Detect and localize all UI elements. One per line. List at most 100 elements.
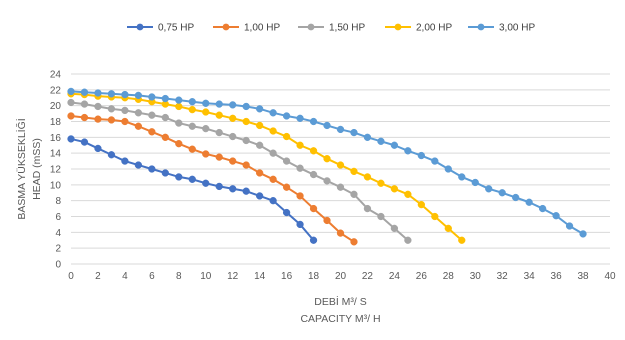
legend-item: 2,00 HP <box>385 23 452 34</box>
data-point <box>471 178 479 187</box>
data-point <box>134 91 143 100</box>
data-point <box>94 89 102 97</box>
x-tick-label: 34 <box>524 271 536 282</box>
data-point <box>282 157 291 165</box>
series-line <box>70 92 463 242</box>
data-point <box>363 133 372 141</box>
legend-marker <box>307 23 315 31</box>
data-point <box>309 236 318 244</box>
x-tick-label: 18 <box>308 271 320 282</box>
data-point <box>269 197 277 205</box>
data-point <box>229 114 237 122</box>
data-point <box>498 189 506 197</box>
data-point <box>336 183 345 191</box>
data-point <box>444 224 452 233</box>
y-tick-label: 8 <box>55 196 61 207</box>
y-tick-label: 20 <box>50 101 62 112</box>
data-point <box>404 236 412 244</box>
x-tick-label: 6 <box>149 271 155 282</box>
data-point <box>296 192 304 200</box>
data-point <box>377 137 385 145</box>
data-point <box>188 98 196 106</box>
x-tick-label: 20 <box>335 271 347 282</box>
data-point <box>121 106 129 115</box>
data-point <box>67 112 75 120</box>
data-point <box>538 204 547 213</box>
y-tick-label: 24 <box>50 70 62 81</box>
data-point <box>296 220 304 229</box>
data-point <box>444 165 452 173</box>
data-point <box>215 182 223 191</box>
data-point <box>94 115 102 123</box>
data-point <box>148 111 156 119</box>
data-point <box>148 93 156 101</box>
data-point <box>323 177 331 185</box>
y-tick-label: 6 <box>55 212 61 223</box>
y-tick-label: 22 <box>50 85 62 96</box>
data-point <box>256 121 264 130</box>
legend-label: 1,00 HP <box>244 23 280 34</box>
y-tick-label: 18 <box>50 117 62 128</box>
data-point <box>242 102 250 111</box>
data-point <box>336 161 345 169</box>
data-point <box>229 157 237 165</box>
data-point <box>296 141 304 149</box>
data-point <box>350 190 358 198</box>
data-point <box>296 164 304 172</box>
data-point <box>121 90 129 99</box>
x-tick-label: 16 <box>281 271 293 282</box>
x-tick-label: 22 <box>362 271 374 282</box>
data-point <box>363 204 372 213</box>
data-point <box>80 100 89 108</box>
series-line <box>70 90 584 235</box>
data-point <box>336 229 345 237</box>
data-point <box>202 150 210 158</box>
data-point <box>552 212 560 220</box>
data-point <box>256 141 264 149</box>
data-point <box>512 193 520 202</box>
data-point <box>269 109 277 117</box>
y-tick-label: 0 <box>55 260 61 271</box>
x-tick-label: 40 <box>604 271 616 282</box>
data-point <box>390 141 399 149</box>
legend-label: 3,00 HP <box>499 23 535 34</box>
legend-marker <box>136 23 144 31</box>
legend-item: 1,50 HP <box>298 23 365 34</box>
data-point <box>107 151 116 159</box>
data-point <box>282 183 291 191</box>
data-point <box>202 179 210 187</box>
data-point <box>188 175 196 183</box>
data-point <box>350 167 358 176</box>
data-point <box>161 94 169 103</box>
data-point <box>202 99 210 107</box>
data-point <box>188 145 196 153</box>
data-point <box>188 122 196 130</box>
data-point <box>121 157 129 165</box>
y-axis-title-line-2: HEAD (mSS) <box>31 138 43 200</box>
data-point <box>134 122 143 130</box>
data-point <box>350 128 358 137</box>
x-tick-label: 12 <box>227 271 239 282</box>
data-point <box>417 151 426 160</box>
data-point <box>148 165 156 173</box>
y-axis-title-line-1: BASMA YÜKSEKLİĞİ <box>15 118 28 219</box>
data-point <box>148 128 156 136</box>
data-point <box>161 169 169 177</box>
x-tick-label: 14 <box>254 271 266 282</box>
data-point <box>175 96 183 104</box>
data-point <box>309 204 318 213</box>
data-point <box>323 216 331 225</box>
data-point <box>242 136 250 145</box>
y-tick-label: 16 <box>50 133 62 144</box>
data-point <box>80 113 89 122</box>
data-point <box>390 185 399 193</box>
data-point <box>282 132 291 141</box>
data-point <box>202 108 210 116</box>
data-point <box>309 117 318 126</box>
data-point <box>215 153 223 161</box>
data-point <box>242 161 250 169</box>
data-point <box>215 111 223 119</box>
data-point <box>282 208 291 217</box>
data-point <box>269 149 277 157</box>
